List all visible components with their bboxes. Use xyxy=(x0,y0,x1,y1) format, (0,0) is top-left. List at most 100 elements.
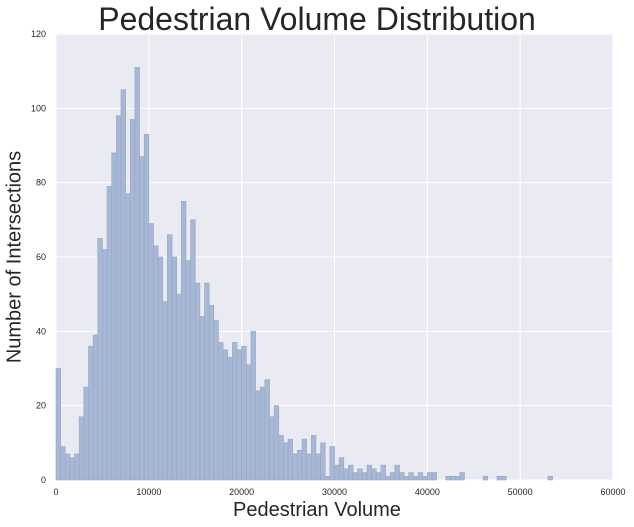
histogram-bar xyxy=(320,442,326,481)
histogram-bar xyxy=(422,475,428,481)
histogram-bar xyxy=(417,472,423,481)
histogram-bar xyxy=(162,301,168,481)
histogram-bar xyxy=(357,468,363,481)
histogram-bars xyxy=(55,67,553,481)
histogram-bar xyxy=(139,156,145,481)
histogram-bar xyxy=(222,349,229,481)
histogram-bar xyxy=(246,364,252,481)
histogram-bar xyxy=(403,475,410,481)
histogram-bar xyxy=(297,449,303,481)
histogram-bar xyxy=(167,234,173,481)
histogram-bar xyxy=(69,457,75,481)
histogram-bar xyxy=(213,319,219,481)
histogram-bar xyxy=(324,475,331,481)
histogram-bar xyxy=(338,457,345,481)
x-tick-label: 10000 xyxy=(136,487,161,497)
histogram-bar xyxy=(236,349,242,481)
x-tick-label: 50000 xyxy=(508,487,533,497)
y-tick-label: 0 xyxy=(41,475,46,485)
histogram-bar xyxy=(366,464,372,481)
histogram-bar xyxy=(111,152,117,481)
histogram-bar xyxy=(106,186,113,481)
y-tick-label: 60 xyxy=(36,252,46,262)
histogram-bar xyxy=(129,119,136,481)
histogram-bar xyxy=(427,472,433,481)
histogram-bar xyxy=(194,282,201,481)
histogram-bar xyxy=(362,472,368,481)
histogram-bar xyxy=(310,435,317,481)
histogram-bar xyxy=(204,282,210,481)
histogram-bar xyxy=(445,475,451,481)
histogram-bar xyxy=(408,472,414,481)
histogram-bar xyxy=(199,316,205,481)
histogram-bar xyxy=(547,475,553,481)
histogram-bar xyxy=(134,67,140,481)
histogram-bar xyxy=(301,438,307,481)
histogram-bar xyxy=(64,453,71,481)
histogram-bar xyxy=(264,379,270,481)
histogram-bar xyxy=(389,472,396,481)
x-axis-label: Pedestrian Volume xyxy=(233,499,401,521)
histogram-bar xyxy=(454,475,461,481)
histogram-bar xyxy=(375,472,382,481)
histogram-bar xyxy=(232,342,238,481)
x-tick-label: 40000 xyxy=(415,487,440,497)
histogram-bar xyxy=(148,223,154,481)
x-tick-label: 60000 xyxy=(600,487,625,497)
histogram-bar xyxy=(92,334,99,481)
histogram-bar xyxy=(125,193,131,481)
chart-title: Pedestrian Volume Distribution xyxy=(98,1,536,37)
histogram-bar xyxy=(176,293,182,481)
y-axis-label: Number of Intersections xyxy=(3,150,26,364)
histogram-bar xyxy=(171,256,177,481)
histogram-bar xyxy=(431,472,437,481)
y-tick-label: 100 xyxy=(31,103,46,113)
y-tick-label: 40 xyxy=(36,326,46,336)
histogram-bar xyxy=(394,464,400,481)
histogram-bar xyxy=(283,442,289,481)
histogram-bar xyxy=(255,390,261,481)
histogram-bar xyxy=(287,438,294,481)
histogram-bar xyxy=(380,464,386,481)
y-tick-label: 80 xyxy=(36,178,46,188)
histogram-bar xyxy=(278,435,284,481)
histogram-bar xyxy=(60,446,66,481)
histogram-bar xyxy=(496,475,502,481)
histogram-bar xyxy=(88,345,94,481)
histogram-bar xyxy=(181,200,187,481)
histogram-bar xyxy=(315,453,321,481)
histogram-bar xyxy=(413,475,419,481)
histogram-bar xyxy=(371,468,377,481)
axis-ticks: 0 10000 20000 30000 40000 50000 60000 0 20 40 60 80… xyxy=(31,29,626,497)
histogram-bar xyxy=(97,238,103,481)
histogram-bar xyxy=(157,256,164,481)
histogram-bar xyxy=(501,475,507,481)
histogram-bar xyxy=(78,416,85,481)
histogram-bar xyxy=(306,453,312,481)
histogram-bar xyxy=(153,245,159,481)
histogram-bar xyxy=(143,134,150,481)
histogram-bar xyxy=(116,115,122,481)
histogram-bar xyxy=(352,472,359,481)
histogram-bar xyxy=(273,405,280,481)
histogram-bar xyxy=(459,472,465,481)
histogram-bar xyxy=(218,342,224,481)
histogram-bar xyxy=(385,475,391,481)
y-tick-label: 20 xyxy=(36,401,46,411)
histogram-bar xyxy=(185,260,191,481)
x-tick-label: 0 xyxy=(53,487,58,497)
x-tick-label: 20000 xyxy=(229,487,254,497)
histogram-bar xyxy=(348,464,354,481)
histogram-bar xyxy=(83,386,89,481)
histogram-bar xyxy=(259,386,266,481)
histogram-bar xyxy=(241,345,247,481)
histogram-bar xyxy=(227,357,233,481)
y-tick-label: 120 xyxy=(31,29,46,39)
histogram-bar xyxy=(334,464,340,481)
histogram-bar xyxy=(250,331,256,481)
histogram-bar xyxy=(482,475,488,481)
histogram-bar xyxy=(190,219,196,481)
histogram-bar xyxy=(102,249,108,481)
histogram-bar xyxy=(55,368,61,481)
